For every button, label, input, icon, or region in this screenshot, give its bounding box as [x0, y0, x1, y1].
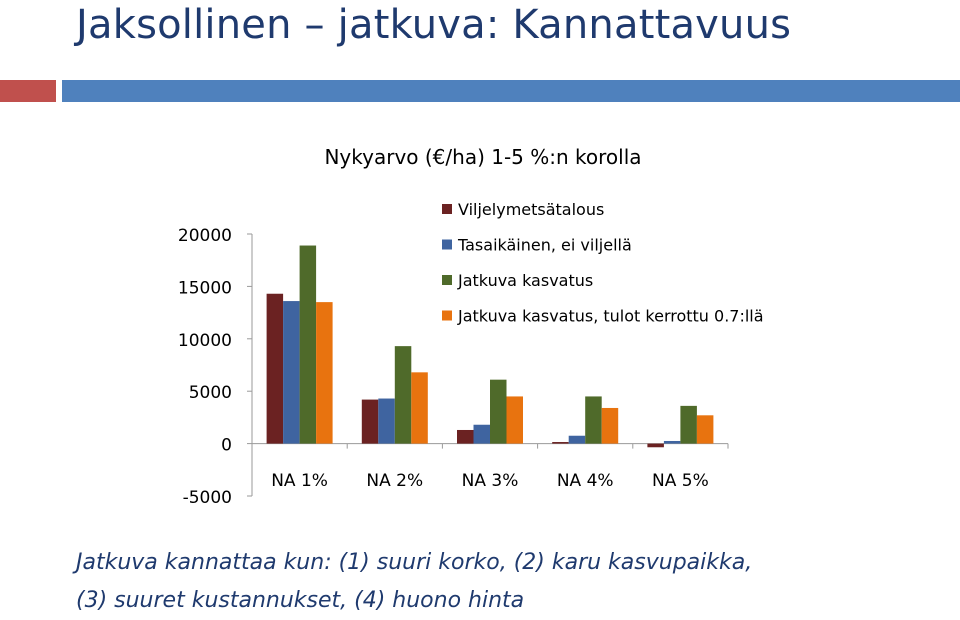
bar — [457, 429, 474, 444]
bar — [680, 405, 697, 444]
x-tick-label: NA 4% — [557, 471, 614, 491]
bar-chart: Nykyarvo (€/ha) 1-5 %:n korolla 20000 150… — [178, 145, 764, 508]
bar — [490, 379, 507, 444]
bar — [316, 302, 333, 444]
bar — [585, 396, 602, 444]
x-tick-label: NA 1% — [271, 471, 328, 491]
bar — [411, 372, 428, 444]
legend-label: Viljelymetsätalous — [458, 200, 604, 219]
legend-swatch — [442, 310, 452, 321]
accent-bar-red — [0, 80, 56, 102]
y-tick-label: 0 — [221, 436, 232, 456]
bar — [552, 442, 569, 444]
bar — [394, 346, 412, 444]
bar — [378, 398, 395, 444]
x-tick-label: NA 5% — [652, 471, 709, 491]
legend-swatch — [442, 204, 452, 214]
y-tick-label: -5000 — [183, 488, 232, 508]
accent-bar-blue — [62, 80, 960, 102]
legend-label: Jatkuva kasvatus, tulot kerrottu 0.7:llä — [457, 307, 764, 326]
caption-line-1: Jatkuva kannattaa kun: (1) suuri korko, … — [76, 550, 753, 575]
chart-bars — [266, 245, 714, 448]
chart-axes: 20000 15000 10000 5000 0 -5000 NA 1% NA 2% NA 3%… — [178, 226, 729, 508]
bar — [506, 396, 523, 444]
slide-title: Jaksollinen – jatkuva: Kannattavuus — [76, 2, 792, 48]
chart-legend: Viljelymetsätalous Tasaikäinen, ei viljel… — [442, 200, 764, 326]
legend-swatch — [442, 275, 452, 285]
caption: Jatkuva kannattaa kun: (1) suuri korko, … — [76, 544, 752, 620]
bar — [361, 399, 379, 444]
chart-title: Nykyarvo (€/ha) 1-5 %:n korolla — [324, 145, 641, 169]
bar — [696, 415, 714, 444]
legend-label: Jatkuva kasvatus — [457, 271, 593, 290]
x-tick-label: NA 3% — [462, 471, 519, 491]
legend-label: Tasaikäinen, ei viljellä — [457, 236, 632, 255]
y-tick-label: 5000 — [189, 383, 232, 403]
y-tick-label: 20000 — [178, 226, 232, 246]
x-tick-label: NA 2% — [366, 471, 423, 491]
y-tick-label: 15000 — [178, 278, 232, 298]
legend-swatch — [442, 239, 452, 250]
bar — [568, 435, 586, 444]
y-tick-label: 10000 — [178, 331, 232, 351]
bar — [283, 301, 300, 444]
bar — [473, 424, 490, 444]
caption-line-2: (3) suuret kustannukset, (4) huono hinta — [76, 588, 525, 613]
bar — [647, 443, 664, 448]
bar — [663, 440, 681, 444]
bar — [601, 407, 619, 444]
bar — [266, 293, 284, 444]
bar — [299, 245, 317, 444]
